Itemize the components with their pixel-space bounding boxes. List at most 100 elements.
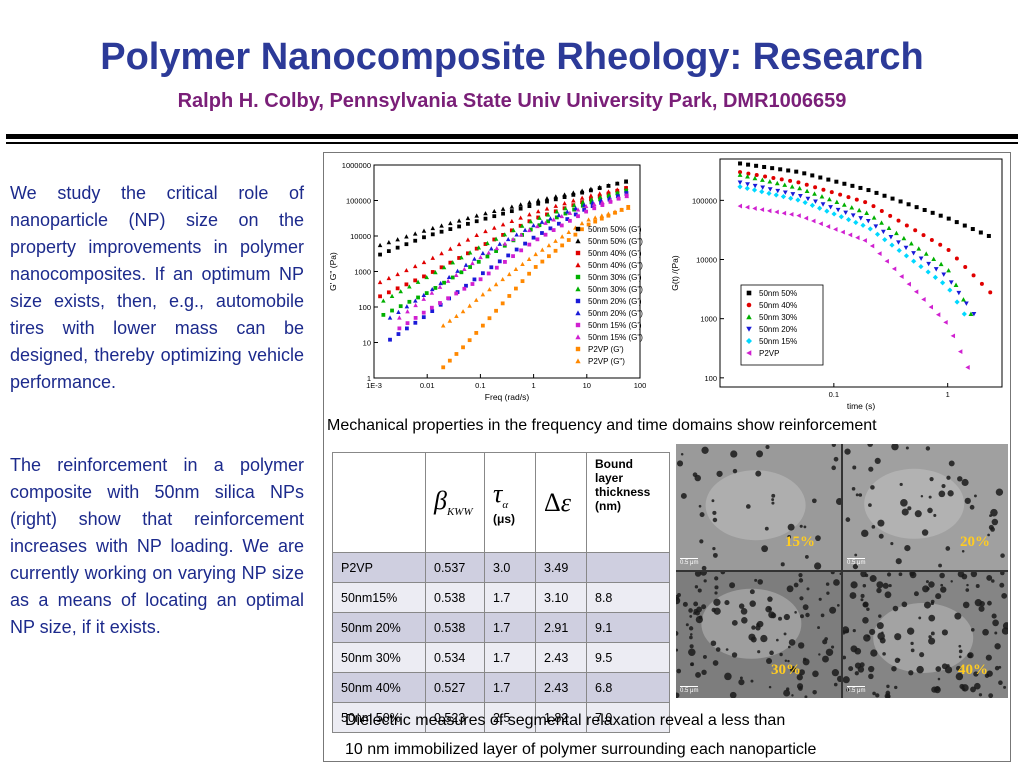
nanoparticle <box>767 596 773 602</box>
nanoparticle <box>927 507 933 514</box>
nanoparticle <box>787 523 795 531</box>
data-point <box>796 180 801 185</box>
nanoparticle <box>933 513 937 517</box>
nanoparticle <box>962 601 970 609</box>
data-point <box>930 210 935 215</box>
table-cell: 0.538 <box>425 582 485 613</box>
nanoparticle <box>909 571 917 579</box>
data-point <box>929 237 934 242</box>
data-point <box>442 280 446 285</box>
table-row: 50nm 40% 0.527 1.7 2.43 6.8 <box>332 672 670 703</box>
data-point <box>894 230 899 236</box>
legend-marker <box>575 358 581 364</box>
nanoparticle <box>690 633 693 636</box>
data-point <box>882 237 888 243</box>
nanoparticle <box>999 582 1005 588</box>
title-divider-thin <box>6 142 1018 144</box>
data-point <box>916 246 922 251</box>
nanoparticle <box>698 615 703 620</box>
nanoparticle <box>994 665 1000 671</box>
nanoparticle <box>928 635 932 639</box>
data-point <box>838 192 843 197</box>
data-point <box>412 231 418 236</box>
data-point <box>834 199 840 204</box>
data-point <box>395 237 400 242</box>
x-tick-label: 1 <box>532 381 536 390</box>
data-point <box>745 182 750 187</box>
data-point <box>896 240 901 245</box>
data-point <box>754 163 759 168</box>
data-point <box>413 302 418 308</box>
data-point <box>473 297 479 302</box>
data-point <box>491 208 497 214</box>
data-point <box>865 219 871 224</box>
data-point <box>931 256 937 261</box>
data-point <box>378 294 382 299</box>
nanoparticle <box>842 655 847 660</box>
nanoparticle <box>998 680 1003 686</box>
x-axis-label: Freq (rad/s) <box>485 392 530 402</box>
data-point <box>763 174 768 179</box>
nanoparticle <box>1000 570 1005 576</box>
nanoparticle <box>875 693 880 698</box>
data-point <box>563 206 568 211</box>
nanoparticle <box>918 616 922 620</box>
nanoparticle <box>876 622 884 630</box>
y-tick-label: 1000000 <box>342 161 371 170</box>
data-point <box>766 190 772 196</box>
data-point <box>913 289 919 295</box>
legend-box <box>740 284 824 366</box>
nanoparticle <box>855 493 859 497</box>
data-point <box>863 200 868 205</box>
data-point <box>537 215 542 220</box>
data-point <box>853 219 859 226</box>
data-point <box>540 259 545 264</box>
legend-marker <box>575 262 581 268</box>
header-bound-layer: Bound layer thickness (nm) <box>586 452 670 553</box>
data-point <box>968 311 974 316</box>
data-point <box>873 224 879 229</box>
data-point <box>889 242 895 248</box>
data-point <box>767 187 773 192</box>
legend-marker <box>575 310 581 316</box>
nanoparticle <box>935 666 942 672</box>
nanoparticle <box>961 684 969 692</box>
data-point <box>454 291 459 296</box>
data-point <box>446 274 452 279</box>
data-point <box>935 312 941 318</box>
nanoparticle <box>961 549 965 553</box>
data-point <box>843 210 849 216</box>
nanoparticle <box>769 650 774 656</box>
nanoparticle <box>799 596 804 601</box>
data-point <box>539 219 545 224</box>
data-point <box>386 240 392 245</box>
nanoparticle <box>986 575 993 581</box>
data-point <box>505 236 511 242</box>
data-point <box>397 326 402 331</box>
nanoparticle <box>768 611 776 619</box>
data-point <box>961 311 967 317</box>
nanoparticle <box>941 663 948 670</box>
nanoparticle <box>831 442 836 448</box>
nanoparticle <box>676 460 684 467</box>
data-point <box>533 251 539 257</box>
nanoparticle <box>849 592 857 599</box>
data-point <box>519 223 525 228</box>
legend-label: 50nm 50% (G") <box>588 237 643 246</box>
nanoparticle <box>978 605 985 612</box>
nanoparticle <box>989 514 992 518</box>
data-point <box>540 231 544 235</box>
nanoparticle <box>899 482 903 487</box>
data-point <box>533 265 538 269</box>
nanoparticle <box>688 626 694 631</box>
nanoparticle <box>974 599 982 607</box>
data-point <box>874 231 881 237</box>
nanoparticle <box>969 504 975 510</box>
legend-marker <box>575 298 581 304</box>
nanoparticle <box>771 493 776 498</box>
data-point <box>775 188 781 194</box>
nanoparticle <box>862 617 869 624</box>
data-point <box>623 185 629 190</box>
data-point <box>553 194 559 199</box>
legend-label: 50nm 30% (G") <box>588 285 643 294</box>
